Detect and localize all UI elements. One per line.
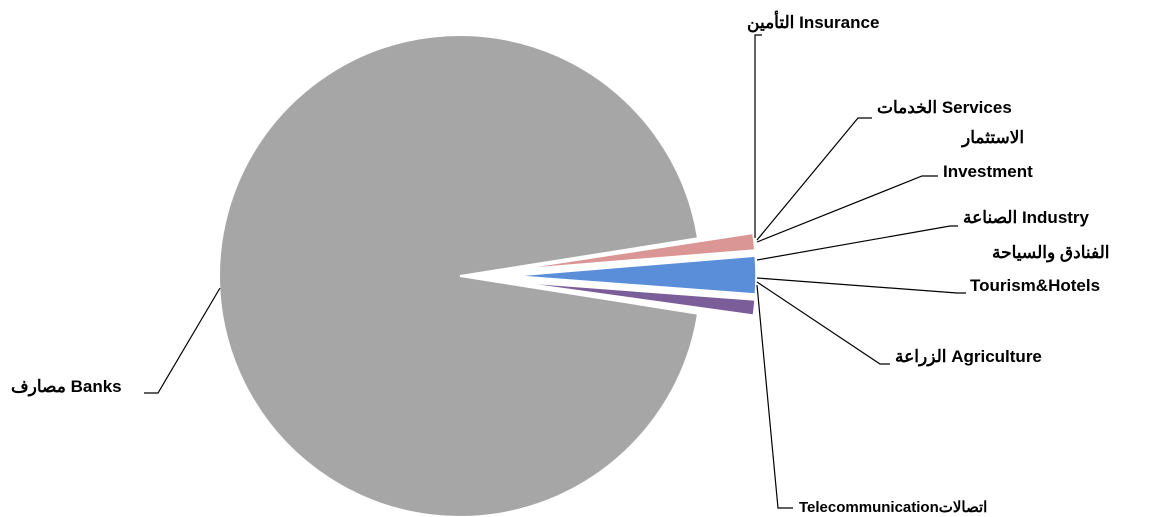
- leader-lines: [144, 34, 966, 509]
- label-services: الخدمات Services: [877, 98, 1012, 117]
- leader-line-insurance: [754, 34, 762, 238]
- slice-banks: [217, 34, 700, 517]
- label-tourism-en: Tourism&Hotels: [970, 276, 1100, 295]
- label-banks: مصارف Banks: [11, 377, 122, 397]
- leader-line-services: [756, 117, 872, 241]
- label-investment-ar: الاستثمار: [960, 128, 1024, 148]
- slice-investment: [514, 283, 754, 320]
- leader-line-banks: [144, 287, 221, 394]
- pie-slices: [217, 34, 757, 517]
- slice-industry: [514, 281, 756, 316]
- slice-agriculture: [514, 232, 756, 271]
- label-insurance: التأمين Insurance: [747, 9, 879, 33]
- label-tourism-ar: الفنادق والسياحة: [992, 243, 1110, 263]
- label-investment-en: Investment: [943, 162, 1033, 181]
- slice-labels: التأمين Insurance الخدمات Services الاست…: [11, 9, 1110, 516]
- leader-line-agriculture: [756, 281, 890, 365]
- label-telecom: Telecommunicationاتصالات: [799, 499, 987, 516]
- leader-line-industry: [756, 225, 958, 261]
- slice-tourism: [514, 255, 757, 295]
- label-industry: الصناعة Industry: [963, 208, 1090, 227]
- label-agriculture: الزراعة Agriculture: [895, 347, 1042, 367]
- leader-line-telecom: [756, 284, 793, 509]
- leader-line-tourism: [756, 277, 966, 294]
- leader-line-investment: [756, 175, 938, 243]
- slice-telecom: [514, 229, 754, 269]
